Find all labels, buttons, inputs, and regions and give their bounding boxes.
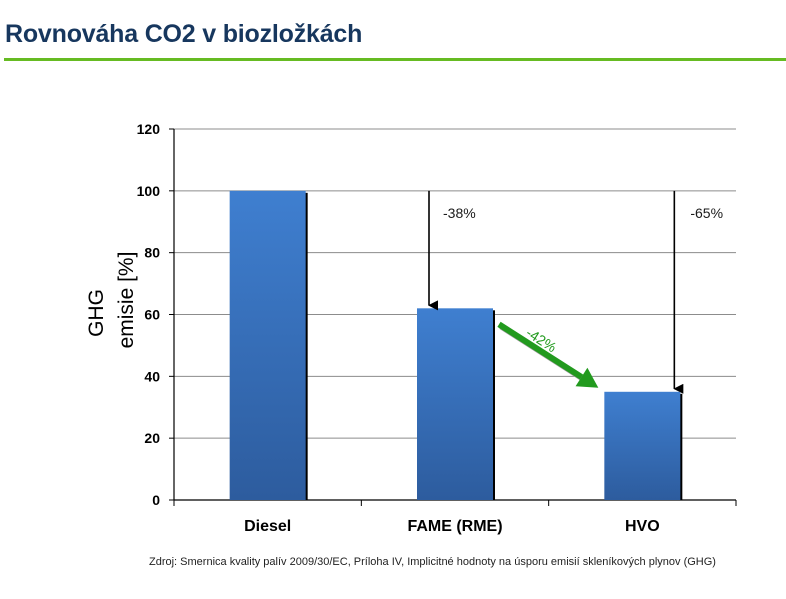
annotations: -38% -65%-42% [428,190,723,394]
y-axis-label-line2: emisie [%] [115,252,138,349]
y-tick-label: 100 [137,183,161,199]
y-tick-label: 80 [144,245,160,261]
x-category-label: FAME (RME) [407,518,502,535]
arrow-shaft [497,321,584,380]
y-tick-label: 0 [152,492,160,508]
bar [229,190,306,501]
y-tick-label: 120 [137,121,161,137]
improvement-arrow [497,321,599,388]
bar [417,308,493,500]
y-tick-label: 20 [144,430,160,446]
bar [604,391,681,500]
reduction-label: -38% [443,205,476,221]
labels: 0 20 40 60 80 100 120 Diesel FAME (RME) HVO [137,121,660,535]
reduction-label: -65% [690,205,723,221]
page-title: Rovnováha CO2 v biozložkách [5,20,363,48]
x-category-label: HVO [625,518,660,535]
arrow-head [575,367,599,388]
y-tick-label: 40 [144,368,160,384]
y-axis-label-line1: GHG [85,289,108,337]
y-tick-label: 60 [144,307,160,323]
title-underline [4,58,786,61]
source-note: Zdroj: Smernica kvality palív 2009/30/EC… [149,556,716,568]
x-category-label: Diesel [244,518,291,535]
bars [229,190,683,501]
